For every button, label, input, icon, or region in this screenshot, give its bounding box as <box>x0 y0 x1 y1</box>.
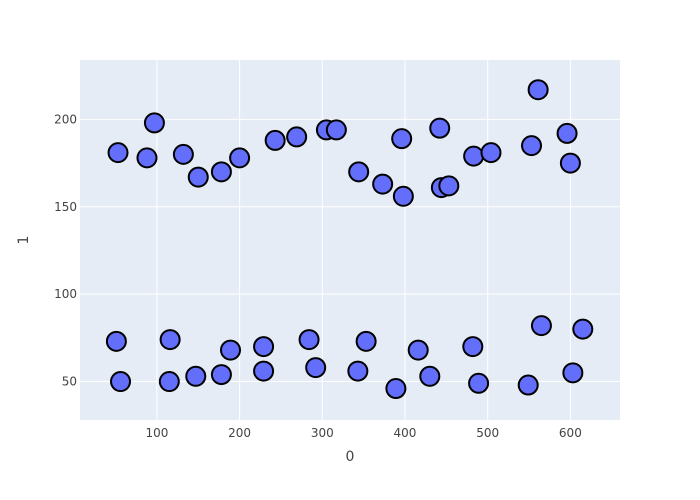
data-point <box>253 336 275 358</box>
data-point <box>264 129 286 151</box>
data-point <box>187 166 209 188</box>
data-point <box>530 315 552 337</box>
data-point <box>229 147 251 169</box>
data-points <box>105 79 594 400</box>
data-point <box>517 374 539 396</box>
data-point <box>572 318 594 340</box>
data-point <box>556 122 578 144</box>
y-tick-label: 100 <box>54 287 77 301</box>
data-point <box>143 112 165 134</box>
y-axis-title: 1 <box>16 236 32 245</box>
x-tick-label: 400 <box>394 426 417 440</box>
data-point <box>305 357 327 379</box>
data-point <box>429 117 451 139</box>
data-point <box>286 126 308 148</box>
data-point <box>136 147 158 169</box>
data-point <box>559 152 581 174</box>
plot-background <box>80 60 620 420</box>
data-point <box>185 365 207 387</box>
data-point <box>347 360 369 382</box>
data-point <box>172 143 194 165</box>
data-point <box>210 364 232 386</box>
x-tick-label: 500 <box>476 426 499 440</box>
data-point <box>407 339 429 361</box>
data-point <box>159 329 181 351</box>
data-point <box>107 142 129 164</box>
x-tick-label: 300 <box>311 426 334 440</box>
data-point <box>158 371 180 393</box>
data-point <box>110 371 132 393</box>
data-point <box>562 362 584 384</box>
data-point <box>385 378 407 400</box>
data-point <box>521 135 543 157</box>
data-point <box>392 185 414 207</box>
x-tick-label: 200 <box>228 426 251 440</box>
y-tick-label: 200 <box>54 112 77 126</box>
x-tick-label: 600 <box>559 426 582 440</box>
data-point <box>480 142 502 164</box>
data-point <box>462 336 484 358</box>
data-point <box>372 173 394 195</box>
x-tick-label: 100 <box>145 426 168 440</box>
x-tick-labels: 100 200 300 400 500 600 <box>145 426 581 440</box>
y-tick-label: 150 <box>54 200 77 214</box>
data-point <box>419 365 441 387</box>
data-point <box>220 339 242 361</box>
y-tick-labels: 50 100 150 200 <box>54 112 77 388</box>
data-point <box>298 329 320 351</box>
x-axis-title: 0 <box>346 449 355 465</box>
data-point <box>527 79 549 101</box>
data-point <box>105 330 127 352</box>
data-point <box>325 119 347 141</box>
data-point <box>253 360 275 382</box>
data-point <box>210 161 232 183</box>
data-point <box>391 128 413 150</box>
y-tick-label: 50 <box>62 375 77 389</box>
data-point <box>468 372 490 394</box>
data-point <box>355 330 377 352</box>
data-point <box>438 175 460 197</box>
data-point <box>463 145 485 167</box>
data-point <box>348 161 370 183</box>
